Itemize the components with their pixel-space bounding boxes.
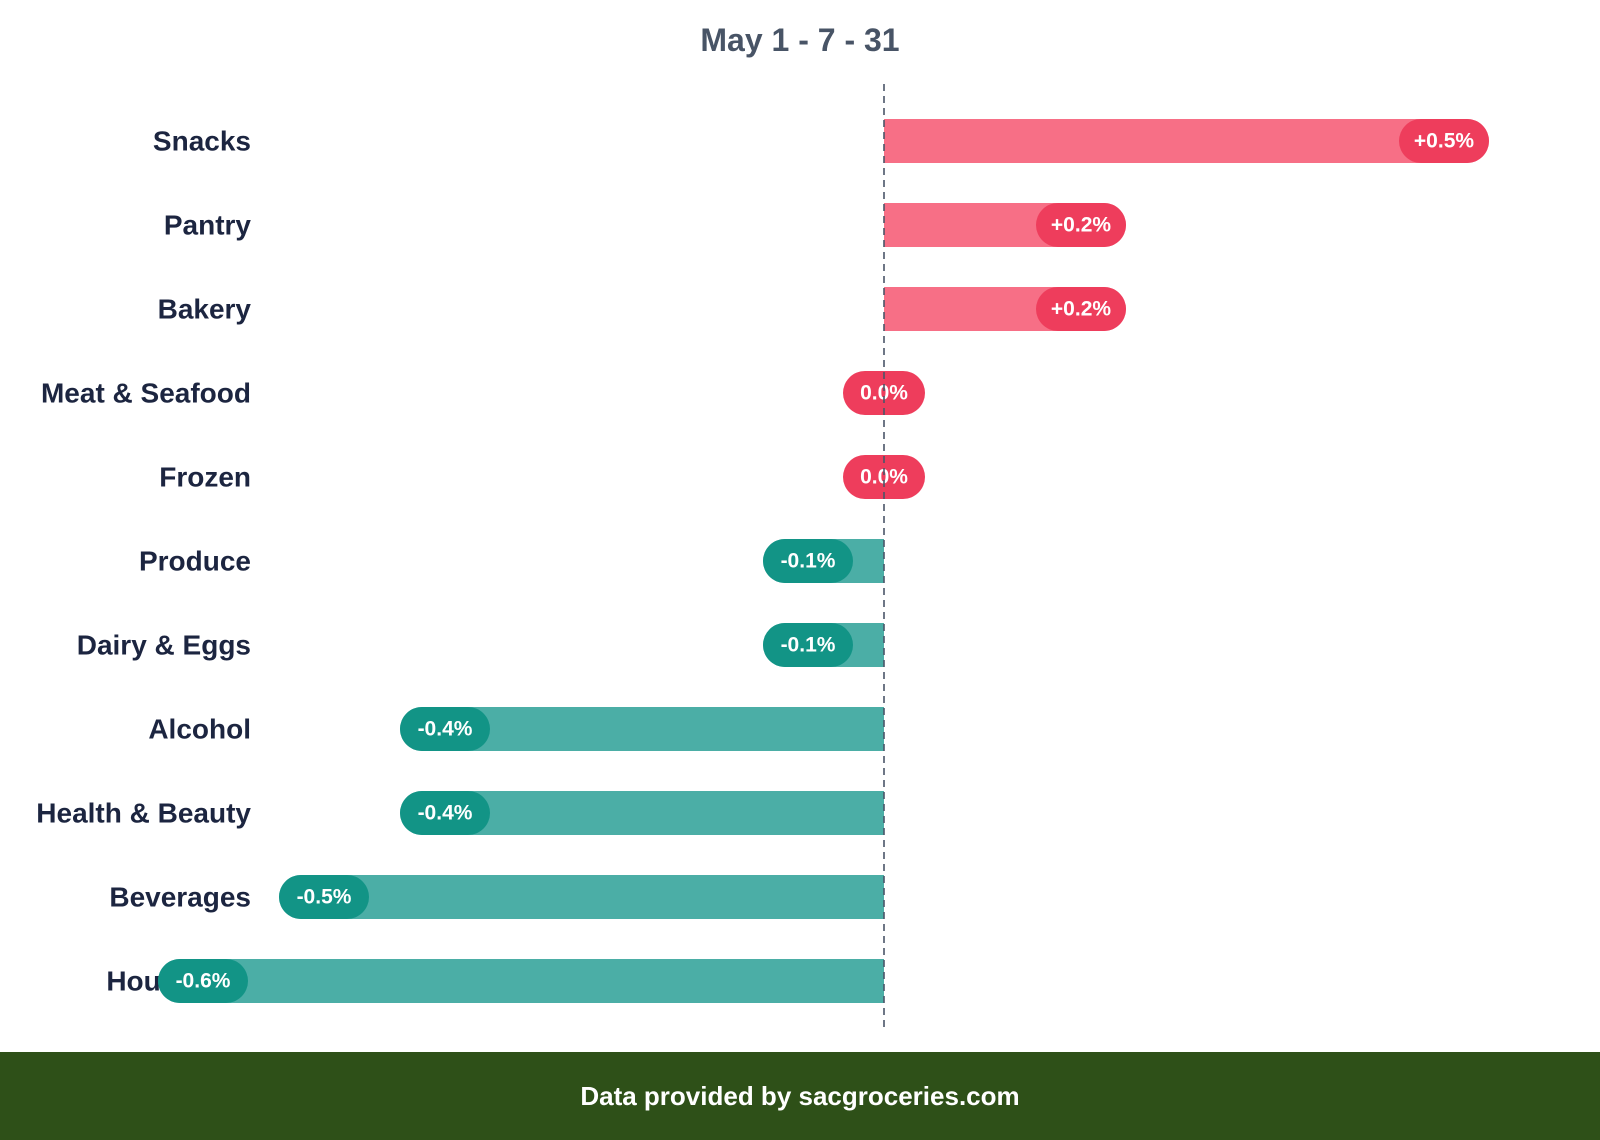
data-label: +0.5%	[1414, 130, 1474, 153]
bar	[400, 707, 884, 751]
category-label: Produce	[139, 546, 251, 577]
value-pill	[158, 959, 248, 1003]
category-label: Bakery	[158, 294, 252, 325]
bar	[158, 959, 884, 1003]
bar	[400, 791, 884, 835]
value-pill	[763, 539, 853, 583]
data-label: +0.2%	[1051, 214, 1111, 237]
category-label: Dairy & Eggs	[77, 630, 251, 661]
bar	[279, 875, 884, 919]
data-label: -0.6%	[176, 970, 231, 993]
footer-credit: Data provided by sacgroceries.com	[580, 1080, 1020, 1111]
footer-banner: Data provided by sacgroceries.com	[0, 1052, 1600, 1140]
data-label: -0.1%	[781, 550, 836, 573]
data-label: 0.0%	[860, 382, 908, 405]
data-label: -0.4%	[418, 718, 473, 741]
value-pill	[763, 623, 853, 667]
value-pill	[400, 791, 490, 835]
category-label: Beverages	[109, 882, 251, 913]
chart-title: May 1 - 7 - 31	[700, 22, 900, 58]
data-label: -0.1%	[781, 634, 836, 657]
category-label: Pantry	[164, 210, 252, 241]
value-pill	[279, 875, 369, 919]
data-label: -0.5%	[297, 886, 352, 909]
category-label: Health & Beauty	[36, 798, 251, 829]
value-pill	[843, 371, 925, 415]
value-pill	[1036, 287, 1126, 331]
data-label: -0.4%	[418, 802, 473, 825]
data-label: 0.0%	[860, 466, 908, 489]
data-label: +0.2%	[1051, 298, 1111, 321]
category-label: Alcohol	[148, 714, 251, 745]
bar	[884, 119, 1489, 163]
value-pill	[400, 707, 490, 751]
category-label: Snacks	[153, 126, 251, 157]
category-label: Meat & Seafood	[41, 378, 251, 409]
category-label: Frozen	[159, 462, 251, 493]
bar-chart: Snacks +0.5% Pantry +0.2% Bakery +0.2% Meat & …	[36, 84, 1489, 1028]
value-pill	[1036, 203, 1126, 247]
value-pill	[843, 455, 925, 499]
value-pill	[1399, 119, 1489, 163]
